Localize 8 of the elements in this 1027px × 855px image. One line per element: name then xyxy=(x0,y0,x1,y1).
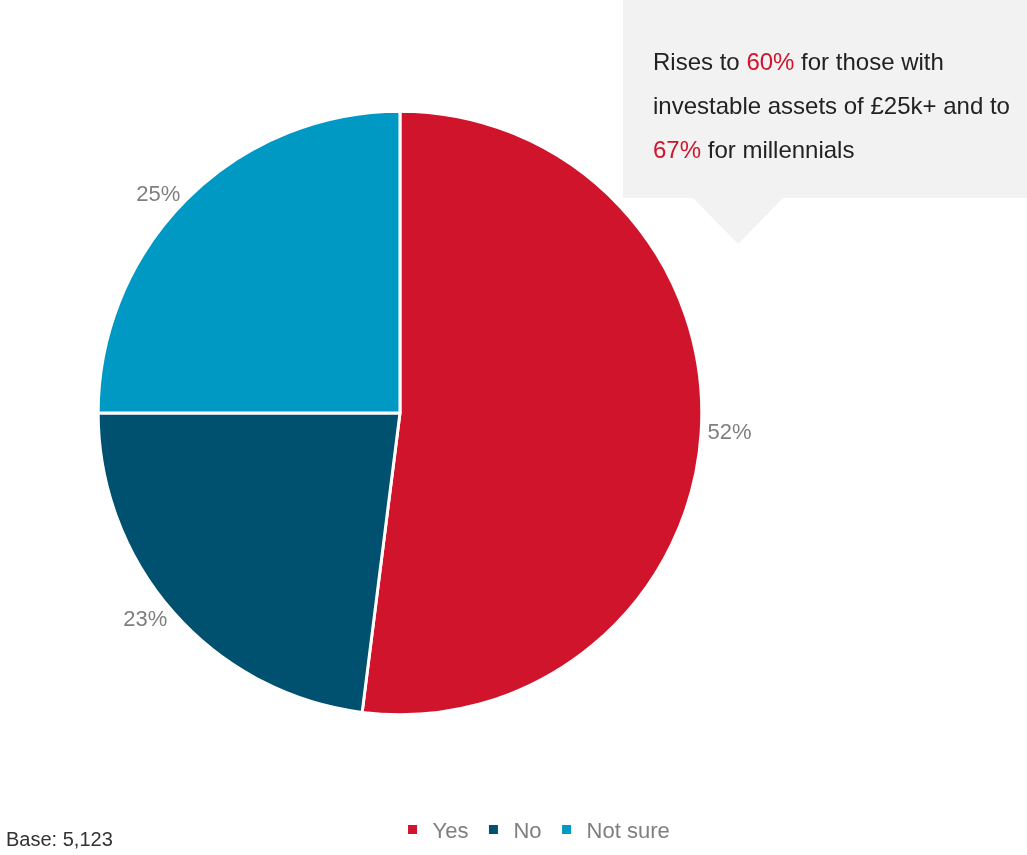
legend-label: No xyxy=(513,818,542,844)
data-label: 52% xyxy=(707,419,752,445)
data-label: 25% xyxy=(136,180,181,206)
legend-label: Not sure xyxy=(586,818,670,844)
legend-label: Yes xyxy=(432,818,469,844)
text: Base: 5,123 xyxy=(6,828,113,851)
speech-bubble: Rises to 60% for those with investable assets of £25k+ and to 67% for millennials xyxy=(623,0,1027,198)
data-label: 23% xyxy=(123,605,168,631)
